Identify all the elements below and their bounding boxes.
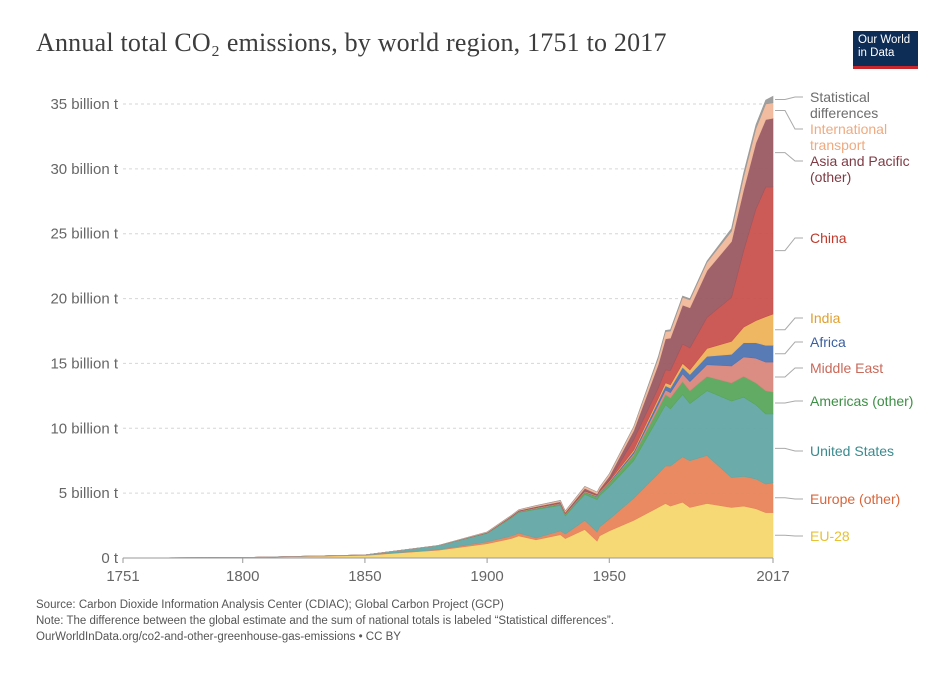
y-tick-label: 0 t [101,550,119,567]
y-tick-label: 25 billion t [50,226,118,243]
area-statistical-differences[interactable] [122,95,774,559]
legend-connector [775,237,803,252]
y-tick-label: 30 billion t [50,161,118,178]
area-eu-28[interactable] [122,501,774,559]
legend-label[interactable]: United States [810,443,894,459]
y-tick-label: 35 billion t [50,96,118,113]
x-tick-label: 1950 [593,568,626,585]
legend-label[interactable]: China [810,230,847,246]
x-tick-label: 2017 [756,568,789,585]
legend-label[interactable]: Middle East [810,360,883,376]
legend-connector [775,534,803,537]
legend-label[interactable]: Africa [810,334,846,350]
y-tick-label: 10 billion t [50,420,118,437]
y-tick-label: 20 billion t [50,291,118,308]
legend-connector [775,400,803,404]
legend-connector [775,497,803,500]
y-tick-label: 15 billion t [50,355,118,372]
legend-connector [775,152,803,162]
legend-label[interactable]: India [810,310,841,326]
stacked-area-chart: 0 t 5 billion t 10 billion t 15 billion t 20… [50,89,913,585]
legend-connector [775,367,803,378]
note-text: Note: The difference between the global … [36,615,614,627]
legend-connector [775,341,803,355]
legend-connector [775,110,803,130]
x-tick-label: 1800 [226,568,259,585]
url-text[interactable]: OurWorldInData.org/co2-and-other-greenho… [36,631,401,643]
logo-line-1: Our World [858,34,911,46]
legend-label[interactable]: Statistical differences [810,89,878,121]
legend-label[interactable]: EU-28 [810,528,850,544]
legend-label[interactable]: Asia and Pacific (other) [810,153,910,185]
legend-connector [775,317,803,331]
x-tick-label: 1850 [348,568,381,585]
source-text: Source: Carbon Dioxide Information Analy… [36,599,504,611]
x-tick-label: 1751 [106,568,139,585]
area-series [122,95,774,559]
legend-label[interactable]: International transport [810,121,887,153]
legend-connector [775,96,803,100]
y-tick-label: 5 billion t [59,485,119,502]
legend-connector [775,447,803,452]
x-tick-label: 1900 [470,568,503,585]
owid-logo[interactable]: Our World in Data [853,31,918,69]
legend-label[interactable]: Europe (other) [810,491,900,507]
legend-label[interactable]: Americas (other) [810,393,913,409]
axes: 0 t 5 billion t 10 billion t 15 billion t 20… [50,96,789,585]
chart-footer: Source: Carbon Dioxide Information Analy… [36,597,916,645]
chart-title: Annual total CO₂ emissions, by world reg… [36,28,667,57]
logo-line-2: in Data [858,47,895,59]
